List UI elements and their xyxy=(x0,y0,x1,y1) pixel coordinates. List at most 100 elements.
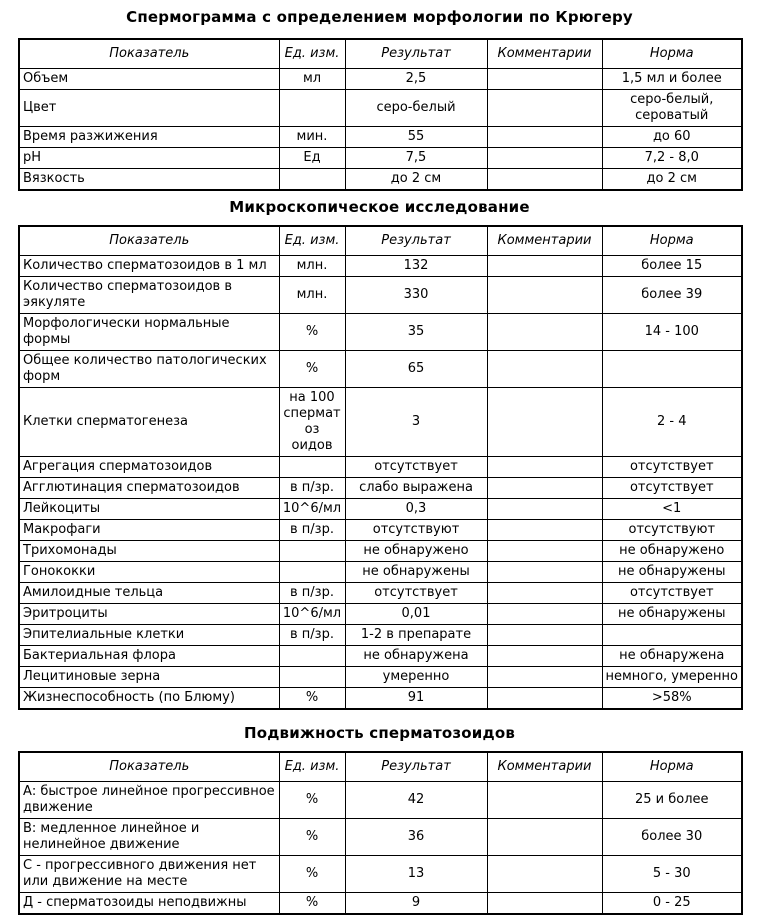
table-row: Д - сперматозоиды неподвижны % 9 0 - 25 xyxy=(18,892,743,915)
unit-cell xyxy=(278,645,346,667)
col-header-norm: Норма xyxy=(601,751,743,782)
norm-cell: не обнаружены xyxy=(601,561,743,583)
norm-cell: отсутствуют xyxy=(601,519,743,541)
section-title-motility: Подвижность сперматозоидов xyxy=(243,724,516,742)
col-header-norm: Норма xyxy=(601,38,743,69)
norm-cell: 2 - 4 xyxy=(601,387,743,457)
result-cell: отсутствуют xyxy=(344,519,488,541)
param-name: pH xyxy=(18,147,280,169)
comment-cell xyxy=(486,313,603,351)
unit-cell: млн. xyxy=(278,276,346,314)
table-row: Количество сперматозоидов в 1 мл млн. 13… xyxy=(18,255,743,277)
norm-cell: до 60 xyxy=(601,126,743,148)
comment-cell xyxy=(486,387,603,457)
param-name: Объем xyxy=(18,68,280,90)
norm-cell: 25 и более xyxy=(601,781,743,819)
unit-cell: 10^6/мл xyxy=(278,498,346,520)
comment-cell xyxy=(486,540,603,562)
norm-cell: немного, умеренно xyxy=(601,666,743,688)
unit-cell: % xyxy=(278,781,346,819)
comment-cell xyxy=(486,519,603,541)
param-name: Гонококки xyxy=(18,561,280,583)
unit-cell: % xyxy=(278,313,346,351)
comment-cell xyxy=(486,687,603,710)
param-name: С - прогрессивного движения нет или движ… xyxy=(18,855,280,893)
unit-cell xyxy=(278,561,346,583)
param-name: Жизнеспособность (по Блюму) xyxy=(18,687,280,710)
microscopy-table: Показатель Ед. изм. Результат Комментари… xyxy=(18,225,743,710)
unit-cell: млн. xyxy=(278,255,346,277)
table-row: Количество сперматозоидов в эякуляте млн… xyxy=(18,276,743,314)
comment-cell xyxy=(486,818,603,856)
col-header-parameter: Показатель xyxy=(18,225,280,256)
col-header-result: Результат xyxy=(344,751,488,782)
result-cell: 65 xyxy=(344,350,488,388)
norm-cell: отсутствует xyxy=(601,456,743,478)
norm-cell: более 39 xyxy=(601,276,743,314)
param-name: Лейкоциты xyxy=(18,498,280,520)
col-header-parameter: Показатель xyxy=(18,751,280,782)
norm-cell xyxy=(601,350,743,388)
table-row: Лейкоциты 10^6/мл 0,3 <1 xyxy=(18,498,743,520)
comment-cell xyxy=(486,666,603,688)
header-row: Показатель Ед. изм. Результат Комментари… xyxy=(18,751,743,782)
param-name: Амилоидные тельца xyxy=(18,582,280,604)
param-name: А: быстрое линейное прогрессивное движен… xyxy=(18,781,280,819)
norm-cell: более 30 xyxy=(601,818,743,856)
table-row: Время разжижения мин. 55 до 60 xyxy=(18,126,743,148)
table-row: Клетки сперматогенеза на 100 сперматоз о… xyxy=(18,387,743,457)
unit-cell xyxy=(278,89,346,127)
param-name: Эпителиальные клетки xyxy=(18,624,280,646)
result-cell: не обнаружено xyxy=(344,540,488,562)
unit-cell: в п/зр. xyxy=(278,624,346,646)
result-cell: до 2 см xyxy=(344,168,488,191)
col-header-comments: Комментарии xyxy=(486,38,603,69)
table-row: Объем мл 2,5 1,5 мл и более xyxy=(18,68,743,90)
table-row: Эритроциты 10^6/мл 0,01 не обнаружены xyxy=(18,603,743,625)
table-row: Агглютинация сперматозоидов в п/зр. слаб… xyxy=(18,477,743,499)
result-cell: не обнаружена xyxy=(344,645,488,667)
unit-cell: % xyxy=(278,818,346,856)
result-cell: 0,3 xyxy=(344,498,488,520)
table-row: Гонококки не обнаружены не обнаружены xyxy=(18,561,743,583)
param-name: Время разжижения xyxy=(18,126,280,148)
unit-cell: мл xyxy=(278,68,346,90)
result-cell: 1-2 в препарате xyxy=(344,624,488,646)
col-header-unit: Ед. изм. xyxy=(278,38,346,69)
table-row: Агрегация сперматозоидов отсутствует отс… xyxy=(18,456,743,478)
comment-cell xyxy=(486,350,603,388)
comment-cell xyxy=(486,603,603,625)
comment-cell xyxy=(486,456,603,478)
param-name: В: медленное линейное и нелинейное движе… xyxy=(18,818,280,856)
norm-cell: не обнаружено xyxy=(601,540,743,562)
comment-cell xyxy=(486,147,603,169)
param-name: Д - сперматозоиды неподвижны xyxy=(18,892,280,915)
comment-cell xyxy=(486,624,603,646)
unit-cell xyxy=(278,168,346,191)
comment-cell xyxy=(486,582,603,604)
norm-cell: 0 - 25 xyxy=(601,892,743,915)
param-name: Бактериальная флора xyxy=(18,645,280,667)
result-cell: 2,5 xyxy=(344,68,488,90)
table-row: Жизнеспособность (по Блюму) % 91 >58% xyxy=(18,687,743,710)
param-name: Трихомонады xyxy=(18,540,280,562)
col-header-norm: Норма xyxy=(601,225,743,256)
table-row: Макрофаги в п/зр. отсутствуют отсутствую… xyxy=(18,519,743,541)
comment-cell xyxy=(486,561,603,583)
norm-cell xyxy=(601,624,743,646)
norm-cell: 1,5 мл и более xyxy=(601,68,743,90)
norm-cell: отсутствует xyxy=(601,477,743,499)
param-name: Макрофаги xyxy=(18,519,280,541)
unit-cell xyxy=(278,666,346,688)
col-header-unit: Ед. изм. xyxy=(278,751,346,782)
param-name: Количество сперматозоидов в эякуляте xyxy=(18,276,280,314)
table-row: Цвет серо-белый серо-белый, сероватый xyxy=(18,89,743,127)
result-cell: 91 xyxy=(344,687,488,710)
header-row: Показатель Ед. изм. Результат Комментари… xyxy=(18,225,743,256)
comment-cell xyxy=(486,645,603,667)
result-cell: слабо выражена xyxy=(344,477,488,499)
unit-cell xyxy=(278,456,346,478)
comment-cell xyxy=(486,498,603,520)
section-title-microscopy: Микроскопическое исследование xyxy=(229,198,530,216)
unit-cell: в п/зр. xyxy=(278,477,346,499)
